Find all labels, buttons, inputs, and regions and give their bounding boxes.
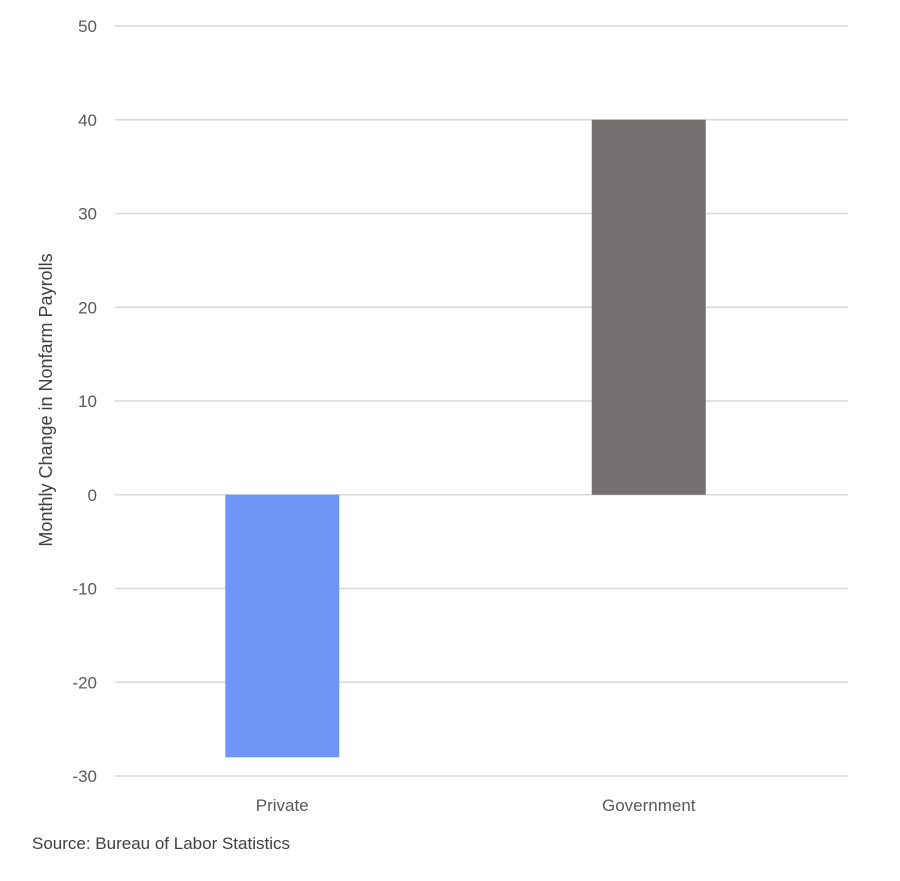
source-note: Source: Bureau of Labor Statistics [32, 834, 290, 853]
y-tick-label: -20 [72, 673, 97, 692]
y-tick-label: -10 [72, 580, 97, 599]
y-tick-label: 10 [78, 392, 97, 411]
x-category-label: Government [602, 796, 696, 815]
gridlines [115, 25, 848, 777]
y-tick-label: 40 [78, 111, 97, 130]
y-axis-label: Monthly Change in Nonfarm Payrolls [36, 253, 56, 546]
y-axis-ticks: 50 40 30 20 10 0 -10 -20 -30 [72, 17, 97, 786]
y-tick-label: 30 [78, 205, 97, 224]
x-category-label: Private [256, 796, 309, 815]
y-tick-label: 0 [88, 486, 97, 505]
y-tick-label: 20 [78, 298, 97, 317]
bar-private [225, 494, 340, 758]
y-tick-label: 50 [78, 17, 97, 36]
y-tick-label: -30 [72, 767, 97, 786]
x-axis-labels: Private Government [256, 796, 696, 815]
bar-government [591, 119, 706, 495]
bars [225, 119, 706, 758]
